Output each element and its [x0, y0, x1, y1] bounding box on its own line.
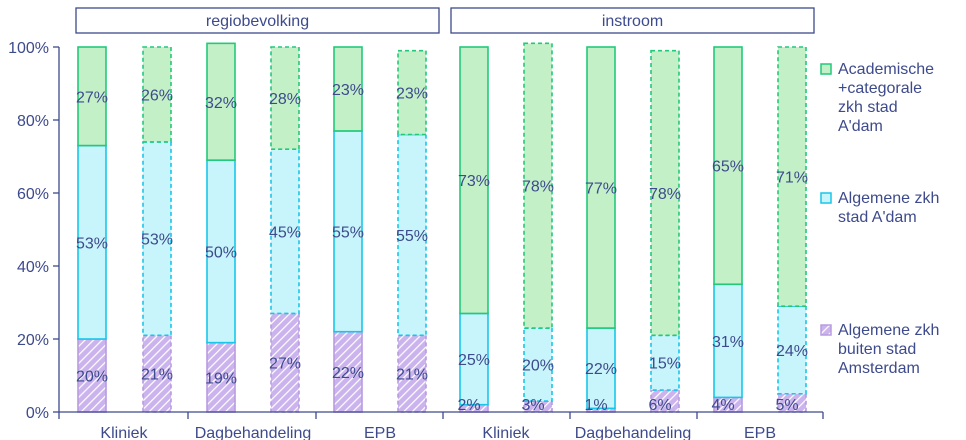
bar-segment [459, 46, 489, 315]
data-label: 55% [396, 228, 428, 245]
bar-segment [206, 42, 236, 161]
data-label: 21% [141, 367, 173, 384]
legend-label: Algemene zkh [838, 190, 939, 207]
data-label: 3% [521, 397, 544, 414]
data-label: 22% [585, 361, 617, 378]
data-label: 15% [649, 356, 681, 373]
y-tick-label: 0% [26, 405, 49, 422]
data-label: 21% [396, 367, 428, 384]
legend-label: A'dam [838, 118, 883, 135]
x-category-label: Kliniek [100, 425, 148, 440]
data-label: 1% [584, 397, 607, 414]
x-category-label: EPB [744, 425, 776, 440]
legend-label: Algemene zkh [838, 322, 939, 339]
x-category-label: Dagbehandeling [575, 425, 692, 440]
data-label: 27% [76, 89, 108, 106]
y-tick-label: 20% [17, 332, 49, 349]
bar-segment [270, 148, 300, 315]
x-category-label: Dagbehandeling [195, 425, 312, 440]
bar-segment [777, 46, 807, 307]
bar-segment [650, 49, 680, 337]
bar-segment [397, 49, 427, 136]
bar-segment [713, 46, 743, 286]
legend-label: +categorale [838, 80, 922, 97]
data-label: 53% [141, 232, 173, 249]
data-label: 73% [458, 173, 490, 190]
data-label: 2% [457, 397, 480, 414]
data-label: 50% [205, 244, 237, 261]
bar-segment [333, 46, 363, 132]
data-label: 28% [269, 91, 301, 108]
bar-segment [586, 46, 616, 329]
legend-label: buiten stad [838, 341, 916, 358]
legend-swatch [820, 324, 832, 336]
bar-segment [586, 327, 616, 410]
y-tick-label: 40% [17, 259, 49, 276]
bar-segment [206, 159, 236, 344]
bar-segment [333, 330, 363, 413]
legend-swatch [820, 192, 832, 204]
bar-segment [333, 130, 363, 333]
data-label: 78% [649, 186, 681, 203]
data-label: 23% [332, 82, 364, 99]
data-label: 32% [205, 95, 237, 112]
bar-segment [142, 141, 172, 337]
legend-swatch [820, 63, 832, 75]
bar-segment [270, 46, 300, 150]
bar-segment [777, 305, 807, 395]
data-label: 6% [648, 397, 671, 414]
bar-segment [523, 42, 553, 329]
data-label: 55% [332, 224, 364, 241]
bar-segment [142, 334, 172, 413]
data-label: 25% [458, 352, 490, 369]
data-label: 20% [76, 369, 108, 386]
data-label: 5% [775, 397, 798, 414]
panel-header-box [450, 7, 815, 34]
data-label: 31% [712, 334, 744, 351]
y-tick-label: 100% [8, 40, 49, 57]
data-label: 45% [269, 224, 301, 241]
x-category-label: EPB [364, 425, 396, 440]
x-category-label: Kliniek [482, 425, 530, 440]
legend-label: zkh stad [838, 99, 898, 116]
panel-header-box [75, 7, 440, 34]
data-label: 20% [522, 358, 554, 375]
data-label: 23% [396, 86, 428, 103]
bar-segment [206, 341, 236, 413]
data-label: 78% [522, 179, 554, 196]
y-tick-label: 80% [17, 113, 49, 130]
data-label: 71% [776, 170, 808, 187]
data-label: 22% [332, 365, 364, 382]
bar-segment [523, 327, 553, 402]
bar-segment [77, 46, 107, 147]
data-label: 77% [585, 181, 617, 198]
y-tick-label: 60% [17, 186, 49, 203]
data-label: 53% [76, 235, 108, 252]
data-label: 4% [711, 397, 734, 414]
data-label: 27% [269, 356, 301, 373]
panel-header-label: instroom [602, 13, 663, 30]
data-label: 26% [141, 87, 173, 104]
legend-label: Amsterdam [838, 360, 920, 377]
legend-label: Academische [838, 61, 934, 78]
legend-label: stad A'dam [838, 209, 917, 226]
data-label: 19% [205, 370, 237, 387]
bar-segment [142, 46, 172, 143]
panel-header-label: regiobevolking [206, 13, 309, 30]
bar-segment [77, 144, 107, 340]
bar-segment [397, 334, 427, 413]
data-label: 24% [776, 343, 808, 360]
data-label: 65% [712, 159, 744, 176]
